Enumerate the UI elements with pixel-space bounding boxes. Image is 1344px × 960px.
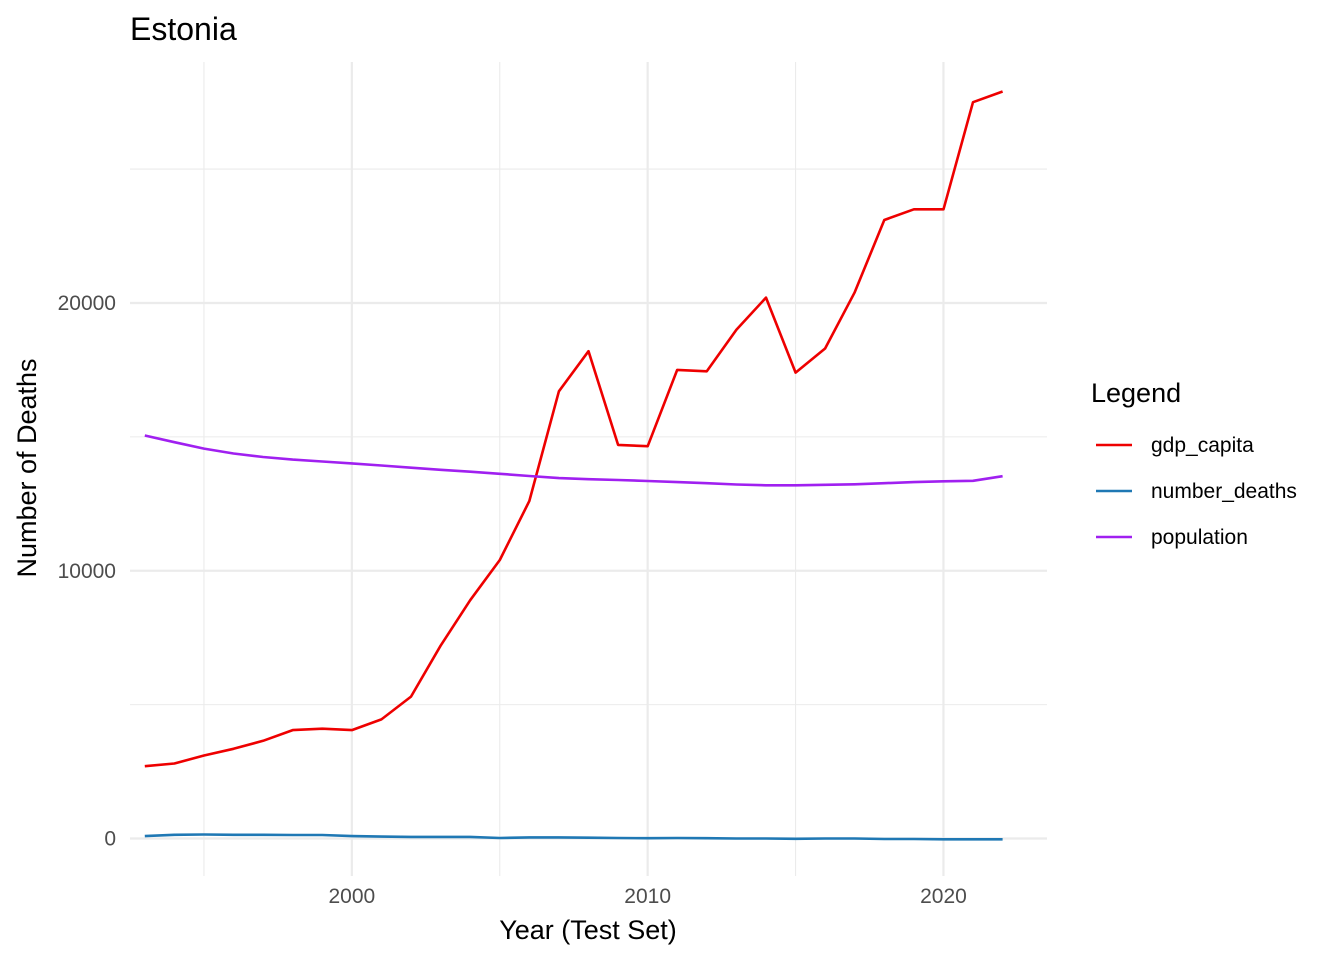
y-tick-label: 0 <box>104 828 116 851</box>
x-axis-title: Year (Test Set) <box>499 915 677 945</box>
legend-title: Legend <box>1091 378 1181 408</box>
series-lines <box>144 90 1004 841</box>
legend-label-gdp-capita: gdp_capita <box>1151 434 1254 457</box>
legend-label-population: population <box>1151 526 1248 549</box>
axes: Estonia Year (Test Set) Number of Deaths… <box>12 11 967 945</box>
x-tick-label: 2000 <box>328 885 375 908</box>
grid <box>130 62 1047 876</box>
series-line-population <box>144 434 1003 487</box>
series-line-number-deaths <box>144 833 1003 841</box>
x-tick-label: 2010 <box>624 885 671 908</box>
series-line-gdp-capita <box>144 90 1004 768</box>
x-tick-label: 2020 <box>920 885 967 908</box>
chart-title: Estonia <box>130 11 237 47</box>
y-axis-title: Number of Deaths <box>12 358 42 577</box>
y-tick-label: 20000 <box>58 292 116 315</box>
legend-label-number-deaths: number_deaths <box>1151 480 1297 503</box>
legend: Legend gdp_capita number_deaths population <box>1091 378 1297 549</box>
y-tick-label: 10000 <box>58 560 116 583</box>
